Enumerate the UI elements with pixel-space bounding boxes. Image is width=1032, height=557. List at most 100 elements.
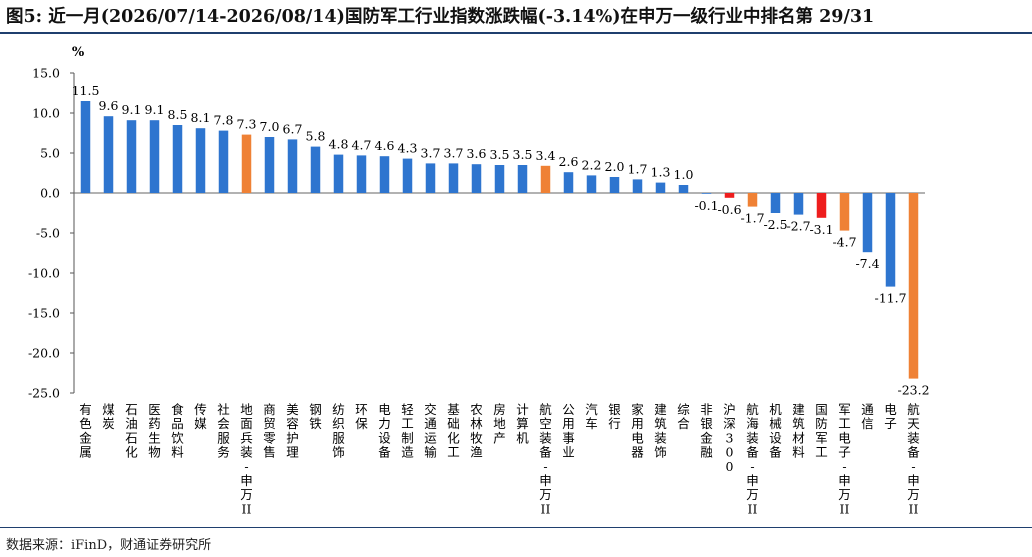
y-tick-label: -25.0	[28, 386, 60, 401]
x-tick-label-char: -	[244, 459, 248, 474]
x-tick-label-char: 材	[792, 430, 805, 445]
x-tick-label-char: 煤	[102, 402, 115, 417]
x-tick-label-char: 贸	[263, 416, 276, 431]
x-tick-label-char: 万	[539, 487, 552, 502]
x-tick-label-char: 机	[516, 430, 529, 445]
x-tick-label-char: 理	[286, 445, 299, 460]
x-tick-label-char: 容	[286, 416, 299, 431]
x-tick-label-char: 万	[838, 487, 851, 502]
x-tick-label: 电子电子	[884, 402, 897, 431]
bar	[149, 120, 160, 193]
data-label: 4.8	[329, 137, 349, 152]
x-tick-label-char: 服	[217, 430, 230, 445]
data-label: -23.2	[897, 383, 929, 398]
x-tick-label-char: 饮	[171, 430, 184, 445]
x-tick-label: 轻工制造轻工制造	[401, 402, 414, 460]
bar-series	[80, 101, 919, 379]
x-tick-label-char: 信	[861, 416, 874, 431]
x-tick-label-char: 事	[562, 430, 575, 445]
x-tick-label-char: 产	[493, 430, 506, 445]
data-label: 11.5	[72, 83, 100, 98]
bar	[517, 165, 528, 193]
x-tick-label-char: II	[242, 501, 252, 516]
data-label: -2.7	[786, 219, 810, 234]
x-tick-label-char: 用	[631, 416, 644, 431]
x-tick-label: 公用事业公用事业	[562, 402, 575, 460]
x-tick-label-char: 售	[263, 445, 276, 460]
x-tick-label-char: 护	[286, 430, 299, 445]
bar	[126, 120, 137, 193]
bar	[103, 116, 114, 193]
data-label: 2.6	[559, 154, 579, 169]
data-label: -2.5	[763, 217, 787, 232]
x-tick-label: 电力设备电力设备	[378, 402, 391, 460]
x-tick-label-char: -	[911, 459, 915, 474]
x-tick-label-char: 面	[240, 416, 253, 431]
x-tick-label-char: 铁	[309, 416, 322, 431]
x-tick-label-char: 轻	[401, 402, 414, 417]
bar	[172, 125, 183, 193]
x-tick-label-char: 化	[447, 430, 460, 445]
x-tick-label-char: 力	[378, 416, 391, 431]
bar	[885, 193, 896, 287]
bar	[862, 193, 873, 253]
x-tick-label-char: 综	[677, 402, 690, 417]
x-tick-label-char: 林	[470, 416, 483, 431]
bar	[747, 193, 758, 207]
x-tick-label-char: 石	[125, 430, 138, 445]
x-tick-label-char: 渔	[470, 445, 483, 460]
x-tick-label: 交通运输交通运输	[424, 402, 437, 460]
x-tick-label: 汽车汽车	[585, 402, 598, 431]
x-tick-label-char: 银	[608, 402, 621, 417]
data-labels: 11.59.6 9.1 9.1 8.5 8.1 7.8 7.3 7.0 6.7 5.84.8 4.7…	[72, 83, 930, 398]
x-tick-label-char: 通	[861, 402, 874, 417]
x-tick-label-char: 农	[470, 402, 483, 417]
x-tick-label: 非银金融非银金融	[700, 402, 713, 460]
bar	[425, 163, 436, 193]
y-tick-label: -10.0	[28, 266, 60, 281]
bar	[494, 165, 505, 193]
bar	[471, 164, 482, 193]
x-tick-label-char: 电	[838, 430, 851, 445]
bar	[264, 137, 275, 193]
x-tick-label: 美容护理美容护理	[286, 402, 299, 460]
x-tick-label: 建筑装饰建筑装饰	[654, 402, 667, 460]
x-tick-label: 钢铁钢铁	[309, 402, 322, 431]
x-tick-label-char: 电	[631, 430, 644, 445]
x-tick-label-char: 有	[79, 402, 92, 417]
source-note: 数据来源：iFinD，财通证券研究所	[6, 538, 212, 553]
x-tick-label-char: 业	[562, 445, 575, 460]
bar	[632, 179, 643, 193]
x-tick-label-char: 深	[723, 416, 736, 431]
x-tick-label-char: 医	[148, 402, 161, 417]
x-tick-label: 石油石化石油石化	[125, 402, 138, 460]
x-tick-label-char: 制	[401, 430, 414, 445]
x-tick-label: 通信通信	[861, 402, 874, 431]
y-tick-label: 10.0	[32, 106, 60, 121]
x-axis-labels: 有色金属有色金属煤炭煤炭石油石化石油石化医药生物医药生物食品饮料食品饮料传媒传媒…	[79, 402, 920, 516]
x-tick-label-char: 筑	[654, 416, 667, 431]
x-tick-label: 国防军工国防军工	[815, 402, 828, 460]
x-tick-label: 基础化工基础化工	[447, 402, 460, 460]
x-tick-label-char: 融	[700, 445, 713, 460]
x-tick-label-char: 化	[125, 445, 138, 460]
data-label: 3.4	[536, 148, 556, 163]
x-tick-label-char: 车	[585, 416, 598, 431]
x-tick-label-char: 纺	[332, 402, 345, 417]
x-tick-label-char: 行	[608, 416, 621, 431]
x-tick-label: 有色金属有色金属	[79, 402, 92, 460]
x-tick-label-char: 备	[907, 445, 920, 460]
bar	[609, 177, 620, 193]
x-tick-label-char: 防	[815, 416, 828, 431]
data-label: 7.3	[237, 117, 257, 132]
data-label: 7.8	[214, 113, 234, 128]
x-tick-label-char: 军	[838, 402, 851, 417]
x-tick-label-char: 工	[815, 445, 828, 460]
bar	[793, 193, 804, 215]
x-tick-label-char: 环	[355, 402, 368, 417]
x-tick-label-char: 输	[424, 445, 437, 460]
x-tick-label-char: 申	[907, 473, 920, 488]
x-tick-label-char: 天	[907, 416, 920, 431]
x-tick-label-char: 基	[447, 402, 460, 417]
